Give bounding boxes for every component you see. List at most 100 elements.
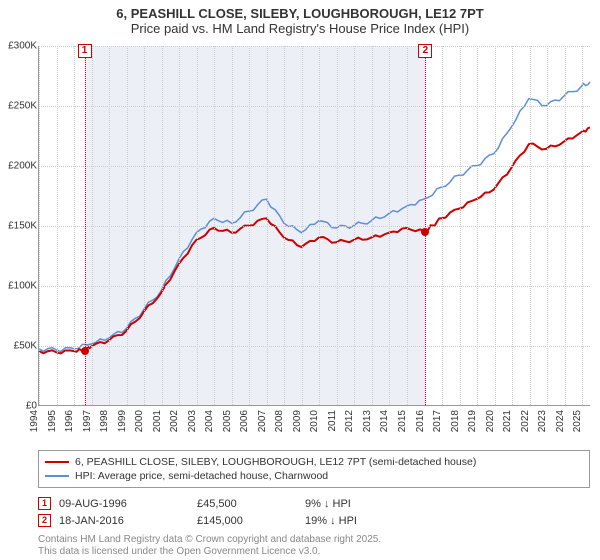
x-tick-label: 2008 (274, 410, 292, 432)
legend: 6, PEASHILL CLOSE, SILEBY, LOUGHBOROUGH,… (38, 450, 590, 488)
chart-area: £0£50K£100K£150K£200K£250K£300K12 199419… (38, 46, 590, 426)
x-gridline (530, 46, 531, 405)
x-tick-label: 2001 (152, 410, 170, 432)
x-gridline (267, 46, 268, 405)
marker-badge-2: 2 (38, 514, 51, 527)
footnote-line2: This data is licensed under the Open Gov… (38, 546, 381, 558)
footnote-line1: Contains HM Land Registry data © Crown c… (38, 534, 381, 546)
x-tick-label: 2004 (204, 410, 222, 432)
transaction-date: 09-AUG-1996 (59, 498, 189, 510)
transaction-price: £45,500 (197, 498, 297, 510)
x-tick-label: 2024 (555, 410, 573, 432)
y-tick-label: £300K (1, 41, 37, 52)
x-gridline (582, 46, 583, 405)
legend-item-hpi: HPI: Average price, semi-detached house,… (45, 469, 583, 483)
x-gridline (337, 46, 338, 405)
marker-dot (421, 228, 429, 236)
x-gridline (197, 46, 198, 405)
x-tick-label: 2011 (327, 410, 345, 432)
title-block: 6, PEASHILL CLOSE, SILEBY, LOUGHBOROUGH,… (0, 0, 600, 38)
x-tick-label: 2009 (292, 410, 310, 432)
x-tick-label: 2017 (432, 410, 450, 432)
x-gridline (162, 46, 163, 405)
x-tick-label: 2019 (467, 410, 485, 432)
footnote: Contains HM Land Registry data © Crown c… (38, 534, 381, 558)
x-gridline (57, 46, 58, 405)
title-subtitle: Price paid vs. HM Land Registry's House … (0, 21, 600, 36)
x-tick-label: 2006 (239, 410, 257, 432)
x-gridline (547, 46, 548, 405)
x-gridline (74, 46, 75, 405)
x-tick-label: 1996 (64, 410, 82, 432)
x-gridline (92, 46, 93, 405)
y-gridline (39, 346, 590, 347)
transaction-row: 2 18-JAN-2016 £145,000 19% ↓ HPI (38, 512, 590, 529)
x-gridline (127, 46, 128, 405)
x-tick-label: 2007 (257, 410, 275, 432)
x-gridline (284, 46, 285, 405)
x-tick-label: 2014 (379, 410, 397, 432)
x-tick-label: 2013 (362, 410, 380, 432)
transaction-delta: 9% ↓ HPI (305, 498, 415, 510)
y-gridline (39, 106, 590, 107)
x-tick-label: 2023 (537, 410, 555, 432)
x-gridline (495, 46, 496, 405)
transaction-date: 18-JAN-2016 (59, 515, 189, 527)
x-tick-label: 1997 (82, 410, 100, 432)
y-tick-label: £50K (1, 341, 37, 352)
transaction-price: £145,000 (197, 515, 297, 527)
legend-swatch-price (45, 461, 69, 463)
x-tick-label: 2022 (520, 410, 538, 432)
plot-region: £0£50K£100K£150K£200K£250K£300K12 (38, 46, 590, 406)
series-line-price_paid (39, 127, 590, 353)
marker-badge: 2 (418, 44, 432, 58)
x-gridline (302, 46, 303, 405)
x-gridline (477, 46, 478, 405)
chart-container: 6, PEASHILL CLOSE, SILEBY, LOUGHBOROUGH,… (0, 0, 600, 560)
x-gridline (354, 46, 355, 405)
x-gridline (109, 46, 110, 405)
y-gridline (39, 286, 590, 287)
x-gridline (372, 46, 373, 405)
x-gridline (249, 46, 250, 405)
x-tick-label: 2010 (309, 410, 327, 432)
marker-badge-1: 1 (38, 497, 51, 510)
transaction-row: 1 09-AUG-1996 £45,500 9% ↓ HPI (38, 495, 590, 512)
x-tick-label: 2003 (187, 410, 205, 432)
marker-line (425, 46, 426, 405)
x-tick-label: 2016 (415, 410, 433, 432)
x-gridline (214, 46, 215, 405)
title-address: 6, PEASHILL CLOSE, SILEBY, LOUGHBOROUGH,… (0, 6, 600, 21)
x-gridline (442, 46, 443, 405)
legend-swatch-hpi (45, 475, 69, 477)
legend-item-price: 6, PEASHILL CLOSE, SILEBY, LOUGHBOROUGH,… (45, 455, 583, 469)
x-gridline (232, 46, 233, 405)
x-gridline (389, 46, 390, 405)
y-gridline (39, 46, 590, 47)
x-gridline (460, 46, 461, 405)
transaction-table: 1 09-AUG-1996 £45,500 9% ↓ HPI 2 18-JAN-… (38, 495, 590, 529)
x-tick-label: 2005 (222, 410, 240, 432)
x-tick-label: 1998 (99, 410, 117, 432)
legend-label-hpi: HPI: Average price, semi-detached house,… (75, 470, 328, 482)
y-gridline (39, 226, 590, 227)
x-gridline (512, 46, 513, 405)
x-gridline (179, 46, 180, 405)
y-gridline (39, 166, 590, 167)
x-gridline (39, 46, 40, 405)
y-tick-label: £200K (1, 161, 37, 172)
x-gridline (144, 46, 145, 405)
y-tick-label: £150K (1, 221, 37, 232)
marker-dot (81, 347, 89, 355)
marker-badge: 1 (78, 44, 92, 58)
x-tick-label: 1995 (47, 410, 65, 432)
series-line-hpi (39, 82, 590, 352)
x-gridline (565, 46, 566, 405)
y-tick-label: £250K (1, 101, 37, 112)
x-tick-label: 2020 (485, 410, 503, 432)
x-gridline (407, 46, 408, 405)
x-tick-label: 2018 (450, 410, 468, 432)
x-tick-label: 2025 (572, 410, 590, 432)
x-gridline (319, 46, 320, 405)
y-tick-label: £100K (1, 281, 37, 292)
